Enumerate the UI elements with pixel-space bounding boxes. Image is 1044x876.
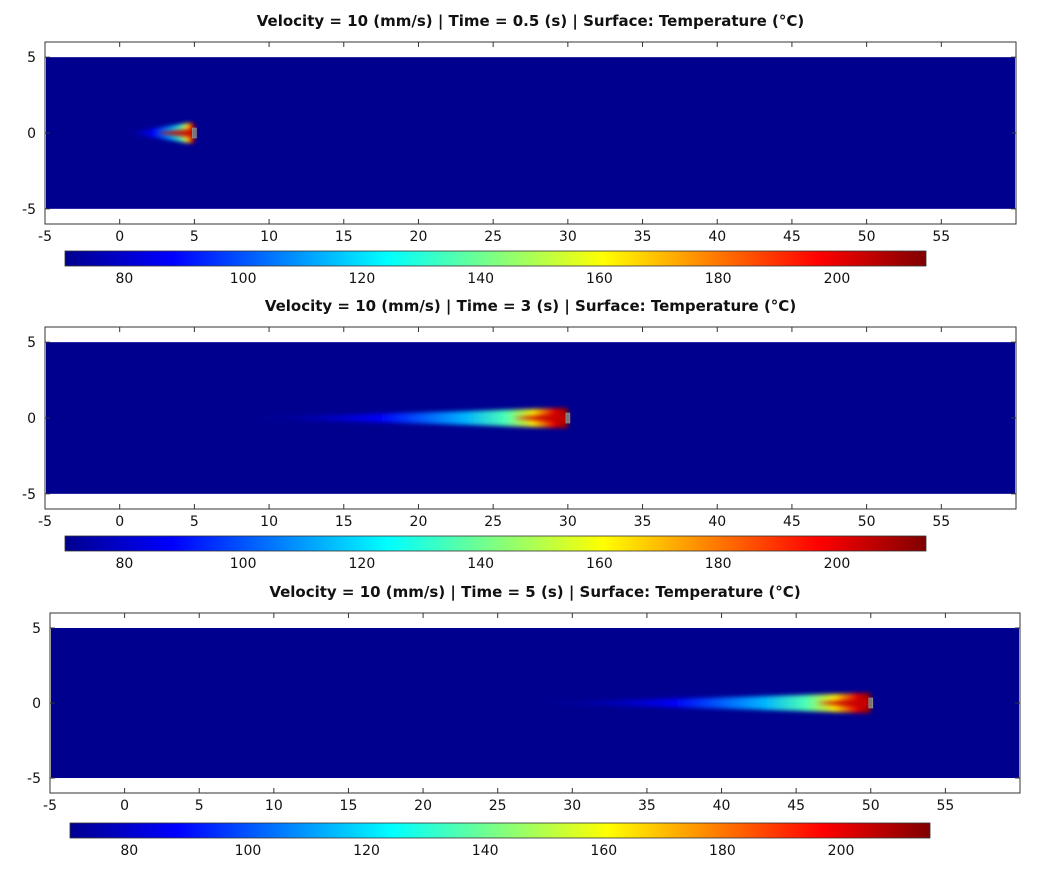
colorbar [64, 250, 927, 267]
heatmap-panel-3: Velocity = 10 (mm/s) | Time = 5 (s) | Su… [27, 583, 1021, 859]
y-tick-label: 0 [32, 696, 41, 712]
colorbar-tick-label: 100 [230, 556, 257, 572]
x-tick-label: 20 [410, 514, 428, 530]
x-tick-label: 40 [708, 229, 726, 245]
heat-source-marker [192, 127, 197, 139]
colorbar-tick-label: 120 [349, 271, 376, 287]
x-tick-label: 10 [260, 229, 278, 245]
x-tick-label: 45 [783, 514, 801, 530]
x-tick-label: -5 [43, 798, 57, 814]
heatmap-panel-2: Velocity = 10 (mm/s) | Time = 3 (s) | Su… [22, 297, 1017, 572]
colorbar-tick-label: 140 [467, 271, 494, 287]
x-tick-label: 0 [115, 229, 124, 245]
colorbar-tick-label: 180 [705, 556, 732, 572]
colorbar-tick-label: 120 [353, 843, 380, 859]
x-tick-label: 45 [783, 229, 801, 245]
x-tick-label: 10 [260, 514, 278, 530]
y-tick-label: -5 [22, 487, 36, 503]
colorbar-tick-label: 100 [230, 271, 257, 287]
y-tick-label: -5 [22, 202, 36, 218]
colorbar-tick-label: 160 [590, 843, 617, 859]
colorbar-tick-label: 120 [349, 556, 376, 572]
x-tick-label: 15 [335, 514, 353, 530]
colorbar-tick-label: 80 [120, 843, 138, 859]
x-tick-label: 30 [559, 514, 577, 530]
chart-title: Velocity = 10 (mm/s) | Time = 0.5 (s) | … [257, 12, 805, 31]
x-tick-label: -5 [38, 514, 52, 530]
y-tick-label: 0 [27, 411, 36, 427]
x-tick-label: 20 [414, 798, 432, 814]
x-tick-label: 40 [713, 798, 731, 814]
colorbar-tick-label: 160 [586, 556, 613, 572]
colorbar-tick-label: 100 [235, 843, 262, 859]
x-tick-label: 20 [410, 229, 428, 245]
y-tick-label: 5 [32, 621, 41, 637]
heat-trail [512, 693, 871, 713]
y-tick-label: 5 [27, 335, 36, 351]
x-tick-label: 45 [787, 798, 805, 814]
chart-title: Velocity = 10 (mm/s) | Time = 5 (s) | Su… [269, 583, 800, 602]
colorbar-tick-label: 160 [586, 271, 613, 287]
colorbar-tick-label: 200 [824, 271, 851, 287]
x-tick-label: 25 [484, 514, 502, 530]
x-tick-label: 5 [195, 798, 204, 814]
y-tick-label: -5 [27, 771, 41, 787]
x-tick-label: 40 [708, 514, 726, 530]
colorbar-tick-label: 180 [709, 843, 736, 859]
colorbar [64, 535, 927, 552]
colorbar [69, 822, 931, 839]
x-tick-label: 30 [559, 229, 577, 245]
x-tick-label: 35 [634, 229, 652, 245]
heat-core [512, 414, 568, 422]
x-tick-label: 50 [862, 798, 880, 814]
y-tick-label: 0 [27, 126, 36, 142]
colorbar-tick-label: 180 [705, 271, 732, 287]
x-tick-label: 50 [858, 514, 876, 530]
heat-source-marker [868, 697, 874, 709]
x-tick-label: -5 [38, 229, 52, 245]
colorbar-tick-label: 80 [115, 556, 133, 572]
x-tick-label: 55 [932, 229, 950, 245]
colorbar-tick-label: 140 [467, 556, 494, 572]
x-tick-label: 30 [563, 798, 581, 814]
x-tick-label: 0 [115, 514, 124, 530]
heat-core [157, 129, 195, 137]
x-tick-label: 15 [340, 798, 358, 814]
x-tick-label: 25 [489, 798, 507, 814]
x-tick-label: 25 [484, 229, 502, 245]
x-tick-label: 5 [190, 514, 199, 530]
colorbar-tick-label: 200 [824, 556, 851, 572]
colorbar-tick-label: 200 [828, 843, 855, 859]
colorbar-tick-label: 80 [115, 271, 133, 287]
x-tick-label: 35 [638, 798, 656, 814]
x-tick-label: 55 [932, 514, 950, 530]
chart-title: Velocity = 10 (mm/s) | Time = 3 (s) | Su… [265, 297, 796, 316]
x-tick-label: 35 [634, 514, 652, 530]
heat-source-marker [565, 412, 571, 424]
x-tick-label: 50 [858, 229, 876, 245]
heat-trail [119, 123, 195, 143]
x-tick-label: 10 [265, 798, 283, 814]
heat-core [815, 699, 871, 707]
x-tick-label: 5 [190, 229, 199, 245]
y-tick-label: 5 [27, 50, 36, 66]
heat-trail [224, 408, 568, 428]
x-tick-label: 0 [120, 798, 129, 814]
colorbar-tick-label: 140 [472, 843, 499, 859]
x-tick-label: 55 [936, 798, 954, 814]
x-tick-label: 15 [335, 229, 353, 245]
heatmap-panel-1: Velocity = 10 (mm/s) | Time = 0.5 (s) | … [22, 12, 1017, 287]
temperature-field [46, 57, 1015, 209]
